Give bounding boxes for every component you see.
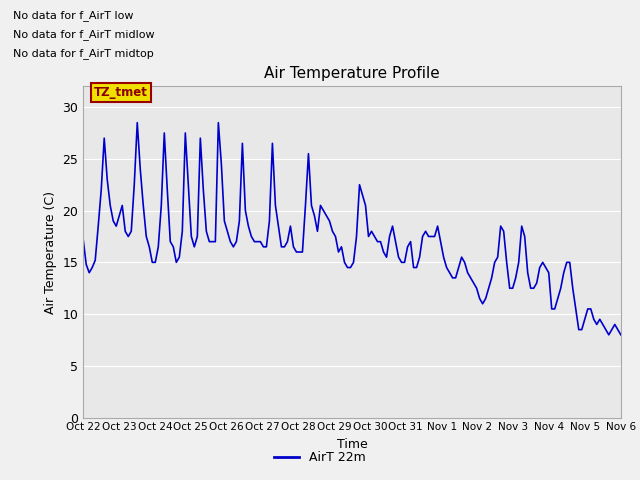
Text: No data for f_AirT midtop: No data for f_AirT midtop	[13, 48, 154, 59]
Legend: AirT 22m: AirT 22m	[269, 446, 371, 469]
Title: Air Temperature Profile: Air Temperature Profile	[264, 66, 440, 81]
Text: No data for f_AirT midlow: No data for f_AirT midlow	[13, 29, 154, 40]
Y-axis label: Air Temperature (C): Air Temperature (C)	[44, 191, 57, 313]
Text: No data for f_AirT low: No data for f_AirT low	[13, 10, 133, 21]
Text: TZ_tmet: TZ_tmet	[94, 86, 148, 99]
X-axis label: Time: Time	[337, 438, 367, 451]
